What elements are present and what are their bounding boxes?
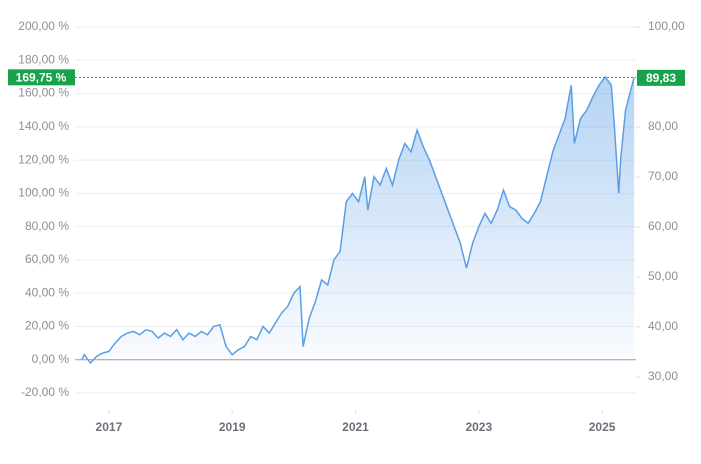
y-tick-label: 160,00 % (18, 86, 69, 100)
x-tick-label: 2021 (342, 420, 369, 434)
line (81, 75, 635, 365)
y2-tick-label: 60,00 (648, 219, 678, 233)
last-value-y2-label: 89,83 (646, 71, 676, 85)
y-tick-label: 140,00 % (18, 119, 69, 133)
y-tick-label: 40,00 % (25, 285, 69, 299)
last-value-label: 169,75 % (16, 70, 67, 84)
area (81, 76, 635, 364)
y-tick-label: 180,00 % (18, 52, 69, 66)
y2-tick-label: 70,00 (648, 169, 678, 183)
x-tick-label: 2019 (219, 420, 246, 434)
last-value-y2-tag (637, 69, 685, 86)
y2-tick-label: 100,00 (648, 19, 685, 33)
x-tick-label: 2017 (96, 420, 123, 434)
y-tick-label: 20,00 % (25, 319, 69, 333)
x-tick-label: 2025 (589, 420, 616, 434)
y-tick-label: -20,00 % (21, 385, 69, 399)
y-tick-label: 0,00 % (32, 352, 70, 366)
y-tick-label: 100,00 % (18, 186, 69, 200)
y-tick-label: 60,00 % (25, 252, 69, 266)
y-tick-label: 200,00 % (18, 19, 69, 33)
y2-tick-label: 30,00 (648, 369, 678, 383)
y2-tick-label: 50,00 (648, 269, 678, 283)
y2-tick-label: 80,00 (648, 119, 678, 133)
last-value-tag (8, 69, 75, 86)
y-tick-label: 120,00 % (18, 152, 69, 166)
y-tick-label: 80,00 % (25, 219, 69, 233)
x-tick-label: 2023 (465, 420, 492, 434)
y2-tick-label: 40,00 (648, 319, 678, 333)
